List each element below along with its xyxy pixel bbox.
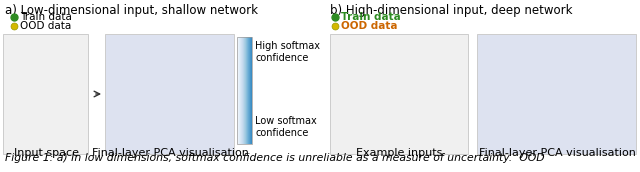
FancyBboxPatch shape xyxy=(330,34,468,154)
Text: OOD data: OOD data xyxy=(341,21,397,31)
Text: Figure 1: a) In low dimensions, softmax confidence is unreliable as a measure of: Figure 1: a) In low dimensions, softmax … xyxy=(5,153,545,163)
FancyBboxPatch shape xyxy=(477,34,636,154)
Text: OOD data: OOD data xyxy=(20,21,71,31)
Text: Final-layer PCA visualisation: Final-layer PCA visualisation xyxy=(92,148,248,158)
Text: High softmax
confidence: High softmax confidence xyxy=(255,41,320,63)
Text: Train data: Train data xyxy=(20,12,72,22)
Text: Input space: Input space xyxy=(13,148,79,158)
Text: Low softmax
confidence: Low softmax confidence xyxy=(255,116,317,138)
Text: Final-layer PCA visualisation: Final-layer PCA visualisation xyxy=(479,148,636,158)
Text: b) High-dimensional input, deep network: b) High-dimensional input, deep network xyxy=(330,4,573,17)
Text: a) Low-dimensional input, shallow network: a) Low-dimensional input, shallow networ… xyxy=(5,4,258,17)
FancyBboxPatch shape xyxy=(105,34,234,154)
FancyBboxPatch shape xyxy=(3,34,88,154)
Text: Example inputs: Example inputs xyxy=(356,148,442,158)
Text: Train data: Train data xyxy=(341,12,401,22)
